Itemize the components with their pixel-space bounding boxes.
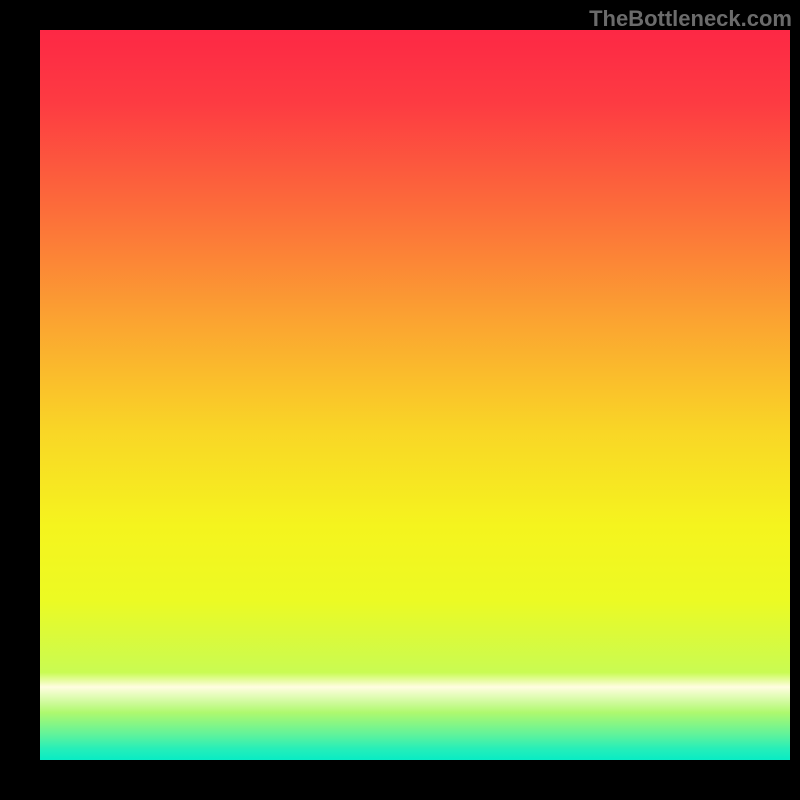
chart-container: TheBottleneck.com [0,0,800,800]
watermark-text: TheBottleneck.com [589,6,792,32]
chart-background [40,30,790,760]
bottleneck-chart [0,0,800,800]
